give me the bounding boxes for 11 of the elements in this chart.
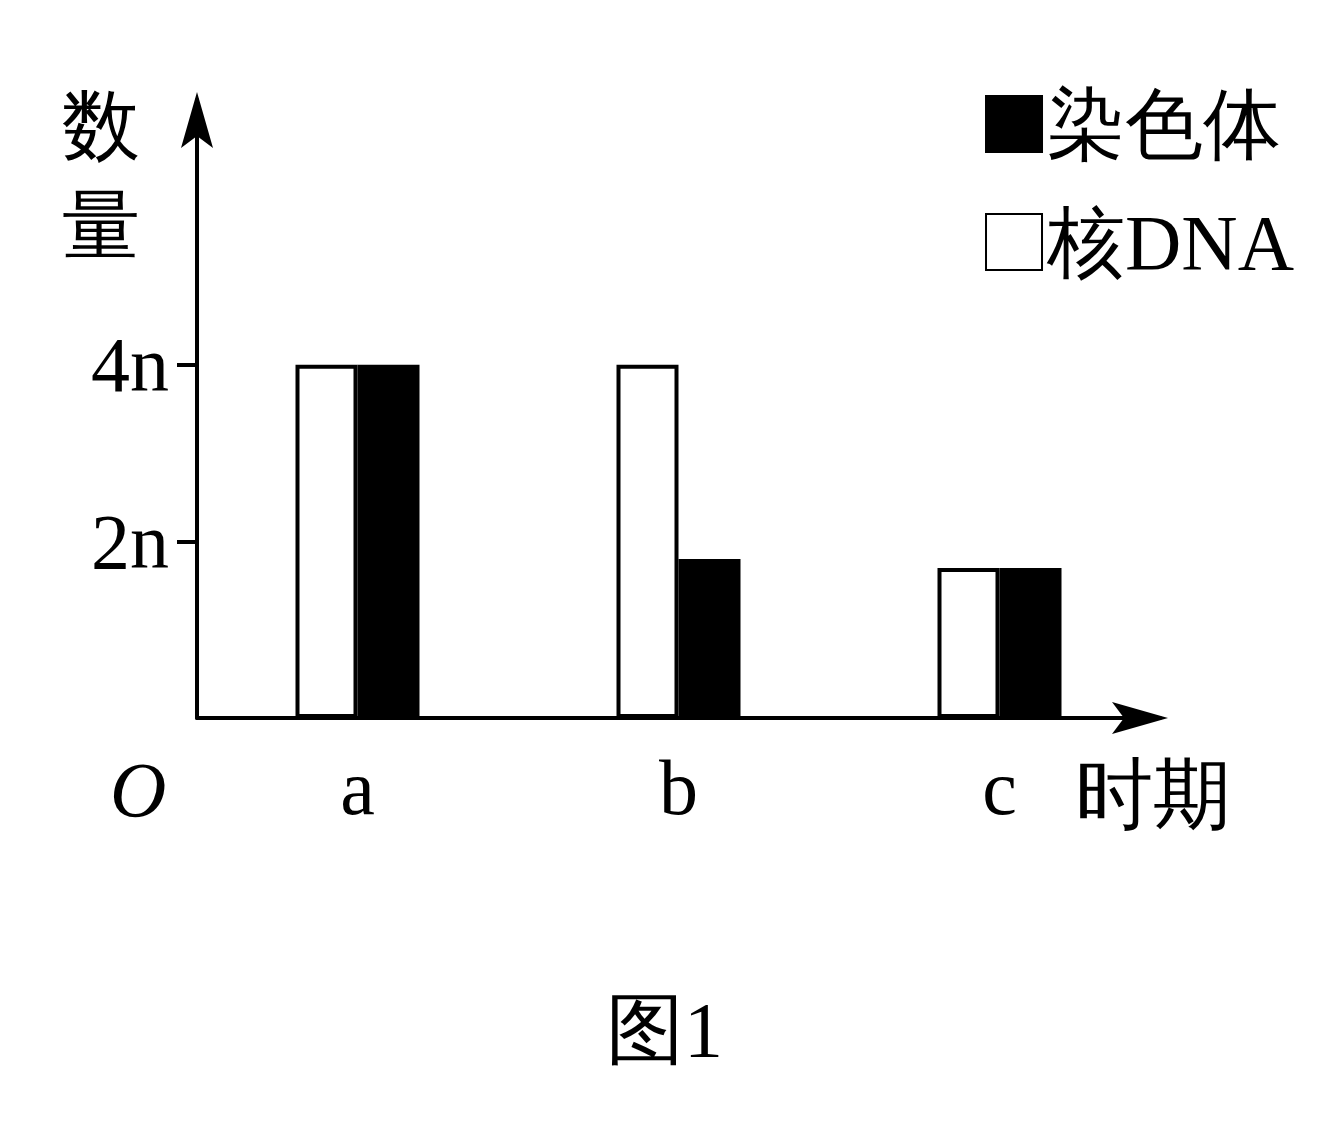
x-axis-title: 时期	[1075, 750, 1231, 838]
x-tick-label: b	[659, 743, 698, 831]
legend-label: 染色体	[1047, 80, 1282, 168]
caption: 图1	[606, 985, 723, 1073]
y-tick-label: 2n	[91, 497, 169, 585]
legend-label: 核DNA	[1046, 198, 1295, 286]
x-tick-label: c	[982, 743, 1017, 831]
y-tick-label: 4n	[91, 321, 169, 409]
text: O	[110, 745, 167, 833]
y-axis-title: 数量	[62, 81, 140, 269]
x-tick-label: a	[340, 743, 375, 831]
